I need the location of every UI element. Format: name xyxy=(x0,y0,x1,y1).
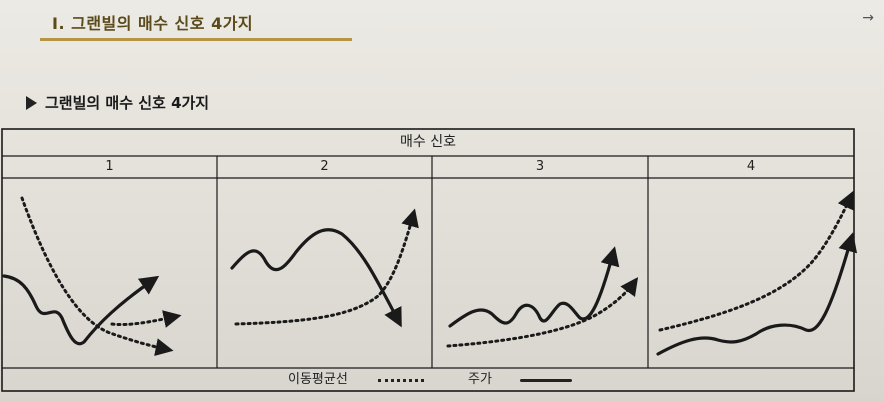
signal-panel-3 xyxy=(446,246,639,348)
price-line-4 xyxy=(656,232,858,356)
signal-panel-4 xyxy=(656,190,858,356)
legend-moving-average-label: 이동평균선 xyxy=(288,372,348,387)
signal-panel-2 xyxy=(230,208,419,328)
subsection-title: 그랜빌의 매수 신호 4가지 xyxy=(26,92,209,113)
legend-solid-line-icon xyxy=(520,379,572,382)
table-border xyxy=(1,128,855,392)
buy-signal-diagram xyxy=(1,128,858,392)
price-line-1 xyxy=(2,274,160,346)
section-title-underline xyxy=(40,38,352,41)
moving-average-line-2 xyxy=(234,208,419,326)
column-number-4: 4 xyxy=(746,159,756,174)
buy-signal-table: 매수 신호 1 2 3 4 이동평균선 주가 xyxy=(0,128,866,393)
signal-panel-1 xyxy=(2,196,182,356)
column-number-2: 2 xyxy=(320,159,329,174)
legend-dotted-line-icon xyxy=(378,379,424,382)
chart-legend: 이동평균선 주가 xyxy=(0,368,866,392)
next-arrow-icon: → xyxy=(862,10,874,26)
subsection-title-text: 그랜빌의 매수 신호 4가지 xyxy=(45,94,210,112)
section-title: Ⅰ. 그랜빌의 매수 신호 4가지 xyxy=(52,14,254,33)
legend-price-label: 주가 xyxy=(468,372,492,387)
price-line-3 xyxy=(448,246,620,328)
moving-average-line-4 xyxy=(658,190,855,332)
column-number-1: 1 xyxy=(105,159,114,174)
moving-average-line-1b xyxy=(110,310,182,328)
price-line-2 xyxy=(230,228,402,328)
moving-average-line-3 xyxy=(446,277,639,348)
table-header: 매수 신호 xyxy=(400,134,456,150)
column-number-3: 3 xyxy=(535,159,545,174)
moving-average-line-1 xyxy=(20,196,174,356)
triangle-bullet-icon xyxy=(26,96,37,110)
